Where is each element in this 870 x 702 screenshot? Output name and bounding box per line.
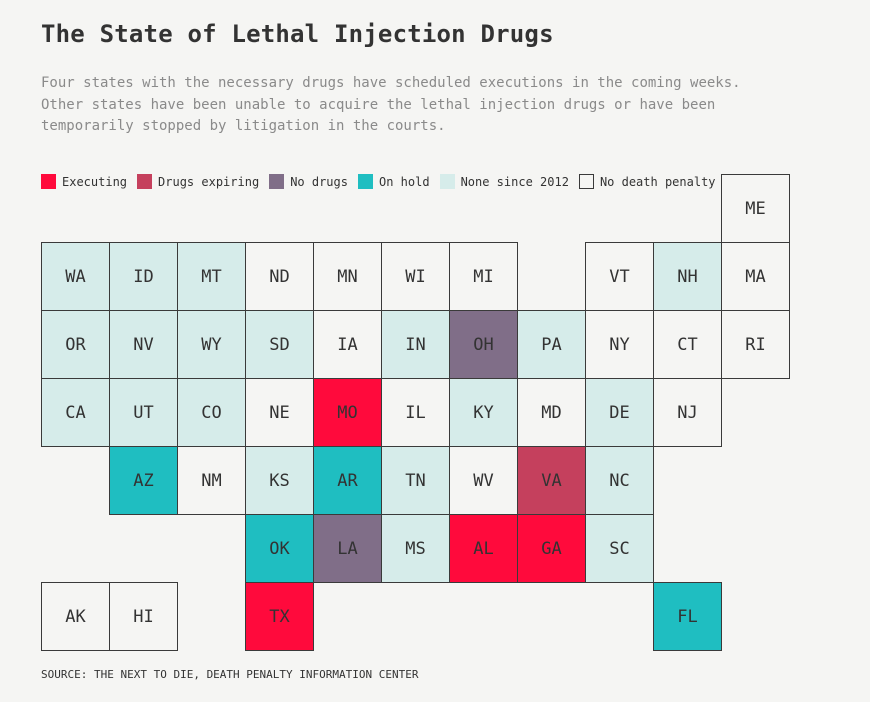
state-tile-tx: TX bbox=[245, 582, 314, 651]
state-tile-co: CO bbox=[177, 378, 246, 447]
state-tile-la: LA bbox=[313, 514, 382, 583]
state-tile-nj: NJ bbox=[653, 378, 722, 447]
legend-swatch-no-death-penalty bbox=[578, 174, 594, 189]
legend-label: No death penalty bbox=[599, 174, 716, 189]
state-tile-sd: SD bbox=[245, 310, 314, 379]
state-tile-ga: GA bbox=[517, 514, 586, 583]
state-tile-az: AZ bbox=[109, 446, 178, 515]
state-tile-in: IN bbox=[381, 310, 450, 379]
state-tile-nv: NV bbox=[109, 310, 178, 379]
legend: Executing Drugs expiring No drugs On hol… bbox=[41, 174, 726, 189]
state-tile-ak: AK bbox=[41, 582, 110, 651]
legend-label: On hold bbox=[378, 174, 430, 189]
state-tile-pa: PA bbox=[517, 310, 586, 379]
state-tile-nm: NM bbox=[177, 446, 246, 515]
legend-swatch-drugs-expiring bbox=[137, 174, 153, 189]
state-tile-nc: NC bbox=[585, 446, 654, 515]
state-tile-wy: WY bbox=[177, 310, 246, 379]
state-tile-ca: CA bbox=[41, 378, 110, 447]
state-tile-md: MD bbox=[517, 378, 586, 447]
state-tile-sc: SC bbox=[585, 514, 654, 583]
legend-label: Drugs expiring bbox=[158, 174, 260, 189]
state-tile-ok: OK bbox=[245, 514, 314, 583]
state-tile-oh: OH bbox=[449, 310, 518, 379]
legend-item-no-death-penalty: No death penalty bbox=[578, 174, 716, 189]
state-tile-mn: MN bbox=[313, 242, 382, 311]
state-tile-nd: ND bbox=[245, 242, 314, 311]
state-tile-or: OR bbox=[41, 310, 110, 379]
state-tile-il: IL bbox=[381, 378, 450, 447]
state-tile-id: ID bbox=[109, 242, 178, 311]
state-tile-ut: UT bbox=[109, 378, 178, 447]
legend-label: No drugs bbox=[290, 174, 348, 189]
source-note: SOURCE: THE NEXT TO DIE, DEATH PENALTY I… bbox=[41, 668, 419, 681]
state-tile-wv: WV bbox=[449, 446, 518, 515]
state-tile-tn: TN bbox=[381, 446, 450, 515]
state-tile-mo: MO bbox=[313, 378, 382, 447]
legend-swatch-none-since-2012 bbox=[439, 174, 455, 189]
state-tile-me: ME bbox=[721, 174, 790, 243]
state-tile-vt: VT bbox=[585, 242, 654, 311]
legend-item-on-hold: On hold bbox=[357, 174, 430, 189]
state-tile-mt: MT bbox=[177, 242, 246, 311]
state-tile-ky: KY bbox=[449, 378, 518, 447]
page-title: The State of Lethal Injection Drugs bbox=[41, 20, 554, 48]
state-tile-va: VA bbox=[517, 446, 586, 515]
legend-swatch-on-hold bbox=[357, 174, 373, 189]
state-tile-nh: NH bbox=[653, 242, 722, 311]
legend-item-drugs-expiring: Drugs expiring bbox=[137, 174, 259, 189]
state-tile-hi: HI bbox=[109, 582, 178, 651]
state-tile-ma: MA bbox=[721, 242, 790, 311]
state-tile-ne: NE bbox=[245, 378, 314, 447]
legend-item-executing: Executing bbox=[41, 174, 127, 189]
legend-label: None since 2012 bbox=[460, 174, 569, 189]
state-tile-al: AL bbox=[449, 514, 518, 583]
state-tile-wi: WI bbox=[381, 242, 450, 311]
state-tile-fl: FL bbox=[653, 582, 722, 651]
legend-item-none-since-2012: None since 2012 bbox=[439, 174, 569, 189]
state-tile-ks: KS bbox=[245, 446, 314, 515]
legend-swatch-executing bbox=[41, 174, 56, 189]
subtitle: Four states with the necessary drugs hav… bbox=[41, 75, 741, 134]
state-tile-ct: CT bbox=[653, 310, 722, 379]
state-tile-mi: MI bbox=[449, 242, 518, 311]
state-tile-ri: RI bbox=[721, 310, 790, 379]
state-tile-ny: NY bbox=[585, 310, 654, 379]
state-tile-ia: IA bbox=[313, 310, 382, 379]
state-tile-de: DE bbox=[585, 378, 654, 447]
state-tile-ar: AR bbox=[313, 446, 382, 515]
state-tile-wa: WA bbox=[41, 242, 110, 311]
legend-swatch-no-drugs bbox=[269, 174, 285, 189]
state-tile-ms: MS bbox=[381, 514, 450, 583]
legend-label: Executing bbox=[62, 174, 128, 189]
legend-item-no-drugs: No drugs bbox=[269, 174, 348, 189]
